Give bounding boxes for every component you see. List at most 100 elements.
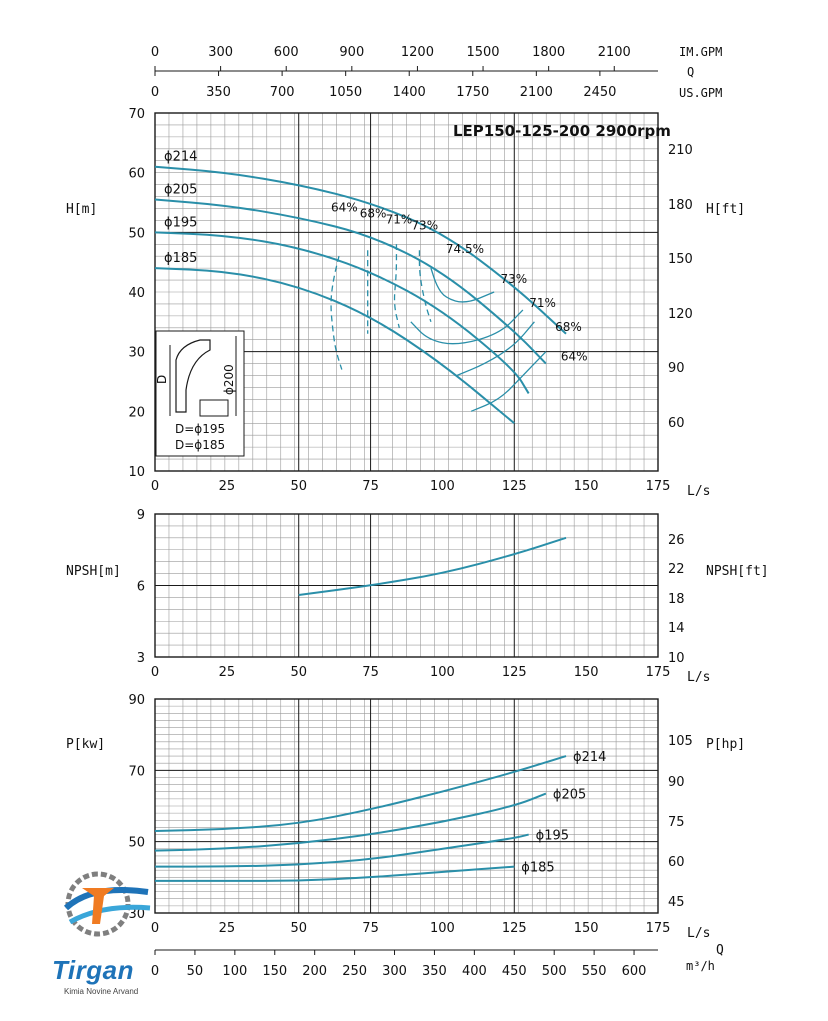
efficiency-curve xyxy=(410,309,524,345)
series-label: ϕ185 xyxy=(521,861,554,876)
y-tick-label: 40 xyxy=(128,286,145,301)
y-tick-label: 20 xyxy=(128,405,145,420)
y-tick-label: 60 xyxy=(128,167,145,182)
y-right-tick-label: 90 xyxy=(668,775,685,790)
y-tick-label: 70 xyxy=(128,107,145,122)
y-right-tick-label: 18 xyxy=(668,592,685,607)
x-tick-label: 75 xyxy=(362,665,379,680)
x-tick-label: 100 xyxy=(430,665,455,680)
m3h-tick-label: 550 xyxy=(582,964,607,979)
chart-title: LEP150-125-200 2900rpm xyxy=(453,122,671,140)
y-right-tick-label: 60 xyxy=(668,416,685,431)
series-label: ϕ214 xyxy=(164,150,197,165)
efficiency-curve xyxy=(330,256,343,370)
m3h-tick-label: 250 xyxy=(342,964,367,979)
imgpm-tick-label: 2100 xyxy=(598,45,631,60)
y-right-tick-label: 120 xyxy=(668,307,693,322)
efficiency-label: 71% xyxy=(386,212,413,226)
impeller-hub xyxy=(199,399,229,417)
tirgan-logo-icon xyxy=(63,871,151,937)
x-tick-label: 50 xyxy=(290,479,307,494)
y-right-tick-label: 60 xyxy=(668,855,685,870)
imgpm-label: IM.GPM xyxy=(679,45,722,59)
series-curve xyxy=(154,198,547,365)
imgpm-tick-label: 600 xyxy=(274,45,299,60)
series-curve xyxy=(154,792,547,852)
imgpm-tick-label: 300 xyxy=(208,45,233,60)
y-axis-label: P[kw] xyxy=(66,737,105,752)
efficiency-label: 64% xyxy=(561,350,588,364)
y-tick-label: 3 xyxy=(137,651,145,666)
efficiency-label: 68% xyxy=(360,206,387,220)
usgpm-tick-label: 2100 xyxy=(520,85,553,100)
m3h-tick-label: 400 xyxy=(462,964,487,979)
imgpm-tick-label: 1500 xyxy=(466,45,499,60)
m3h-tick-label: 0 xyxy=(151,964,159,979)
usgpm-tick-label: 1050 xyxy=(329,85,362,100)
plot-frame xyxy=(154,698,659,914)
y-axis-label: NPSH[m] xyxy=(66,564,121,579)
y-tick-label: 30 xyxy=(128,907,145,922)
series-label: ϕ185 xyxy=(164,251,197,266)
usgpm-label: US.GPM xyxy=(679,86,722,100)
imgpm-tick-label: 900 xyxy=(339,45,364,60)
imgpm-tick-label: 1800 xyxy=(532,45,565,60)
efficiency-label: 73% xyxy=(411,218,438,232)
efficiency-label: 68% xyxy=(555,320,582,334)
m3h-tick-label: 450 xyxy=(502,964,527,979)
x-tick-label: 125 xyxy=(502,479,527,494)
series-curve xyxy=(154,755,567,832)
m3h-tick-label: 500 xyxy=(542,964,567,979)
m3h-tick-label: 100 xyxy=(222,964,247,979)
y-right-tick-label: 75 xyxy=(668,815,685,830)
logo-name: Tirgan xyxy=(52,955,134,985)
y-right-tick-label: 45 xyxy=(668,895,685,910)
y-axis-right-label: H[ft] xyxy=(706,202,745,217)
series-label: ϕ195 xyxy=(164,215,197,230)
inset-label: ϕ200 xyxy=(222,364,236,395)
y-right-tick-label: 22 xyxy=(668,562,685,577)
impeller-shape xyxy=(175,339,211,413)
efficiency-curve xyxy=(470,351,547,412)
x-tick-label: 0 xyxy=(151,479,159,494)
m3h-tick-label: 50 xyxy=(187,964,204,979)
top-flow-scales: 0 300 600 900 1200 1500 1800 2100 0 350 700 1050 140… xyxy=(151,45,723,100)
y-axis-right-label: P[hp] xyxy=(706,737,745,752)
x-tick-label: 0 xyxy=(151,665,159,680)
imgpm-tick-label: 1200 xyxy=(401,45,434,60)
y-right-tick-label: 105 xyxy=(668,734,693,749)
inset-label: D=ϕ195 xyxy=(175,422,225,436)
inset-label: D xyxy=(155,375,169,384)
x-tick-label: 125 xyxy=(502,665,527,680)
y-right-tick-label: 150 xyxy=(668,252,693,267)
series-curve xyxy=(298,536,567,597)
m3h-tick-label: 200 xyxy=(302,964,327,979)
usgpm-tick-label: 700 xyxy=(270,85,295,100)
y-tick-label: 50 xyxy=(128,226,145,241)
efficiency-curve xyxy=(418,250,432,323)
bottom-q-label: Q xyxy=(716,943,724,958)
x-tick-label: 50 xyxy=(290,921,307,936)
efficiency-label: 73% xyxy=(501,272,528,286)
x-tick-label: 150 xyxy=(574,921,599,936)
y-right-tick-label: 90 xyxy=(668,361,685,376)
series-curve xyxy=(155,865,515,882)
y-tick-label: 10 xyxy=(128,465,145,480)
x-tick-label: 100 xyxy=(430,921,455,936)
x-tick-label: 25 xyxy=(219,479,236,494)
m3h-tick-label: 600 xyxy=(622,964,647,979)
y-right-tick-label: 180 xyxy=(668,198,693,213)
efficiency-label: 64% xyxy=(331,200,358,214)
y-right-tick-label: 14 xyxy=(668,621,685,636)
x-tick-label: 25 xyxy=(219,921,236,936)
series-label: ϕ195 xyxy=(536,829,569,844)
y-tick-label: 9 xyxy=(137,508,145,523)
x-axis-label: L/s xyxy=(687,670,710,685)
x-tick-label: 150 xyxy=(574,665,599,680)
usgpm-tick-label: 1400 xyxy=(393,85,426,100)
usgpm-tick-label: 2450 xyxy=(583,85,616,100)
usgpm-tick-label: 1750 xyxy=(456,85,489,100)
y-axis-label: H[m] xyxy=(66,202,97,217)
